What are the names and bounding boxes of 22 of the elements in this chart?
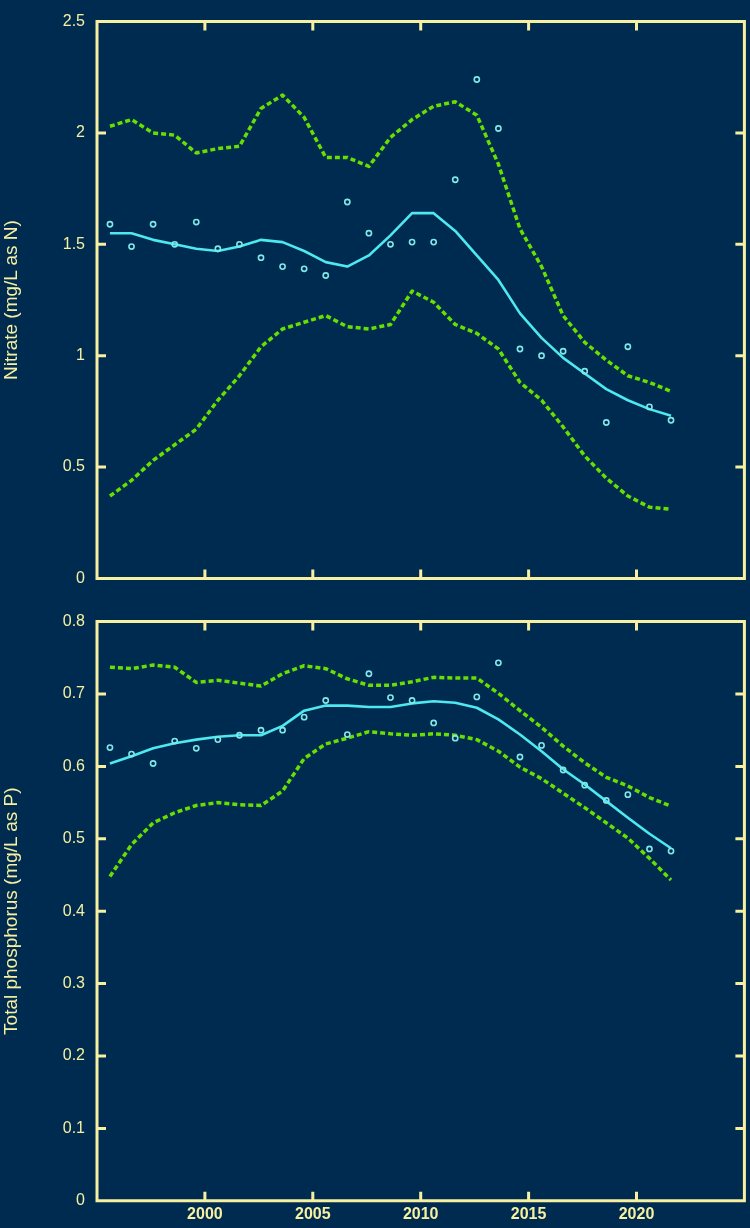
y-tick-label: 0	[76, 1191, 86, 1209]
y-tick-label: 2.5	[62, 12, 86, 30]
y-tick-label: 0.7	[62, 684, 86, 702]
y-tick-label: 0	[76, 568, 86, 586]
y-tick-label: 0.5	[62, 457, 86, 475]
x-tick-label: 2020	[618, 1204, 655, 1222]
y-axis-title: Nitrate (mg/L as N)	[0, 220, 21, 380]
x-tick-label: 2010	[402, 1204, 439, 1222]
y-tick-label: 0.3	[62, 974, 86, 992]
y-tick-label: 2	[76, 123, 86, 141]
y-tick-label: 0.4	[62, 901, 86, 919]
x-tick-label: 2000	[187, 1204, 223, 1222]
y-tick-label: 0.2	[62, 1046, 86, 1064]
y-tick-label: 0.1	[62, 1118, 86, 1136]
y-tick-label: 1	[76, 346, 86, 364]
y-tick-label: 1.5	[62, 234, 86, 252]
y-tick-label: 0.6	[62, 756, 86, 774]
y-tick-label: 0.8	[62, 612, 86, 630]
y-tick-label: 0.5	[62, 829, 86, 847]
x-tick-label: 2005	[295, 1204, 331, 1222]
x-tick-label: 2015	[510, 1204, 547, 1222]
y-axis-title: Total phosphorus (mg/L as P)	[0, 787, 21, 1035]
